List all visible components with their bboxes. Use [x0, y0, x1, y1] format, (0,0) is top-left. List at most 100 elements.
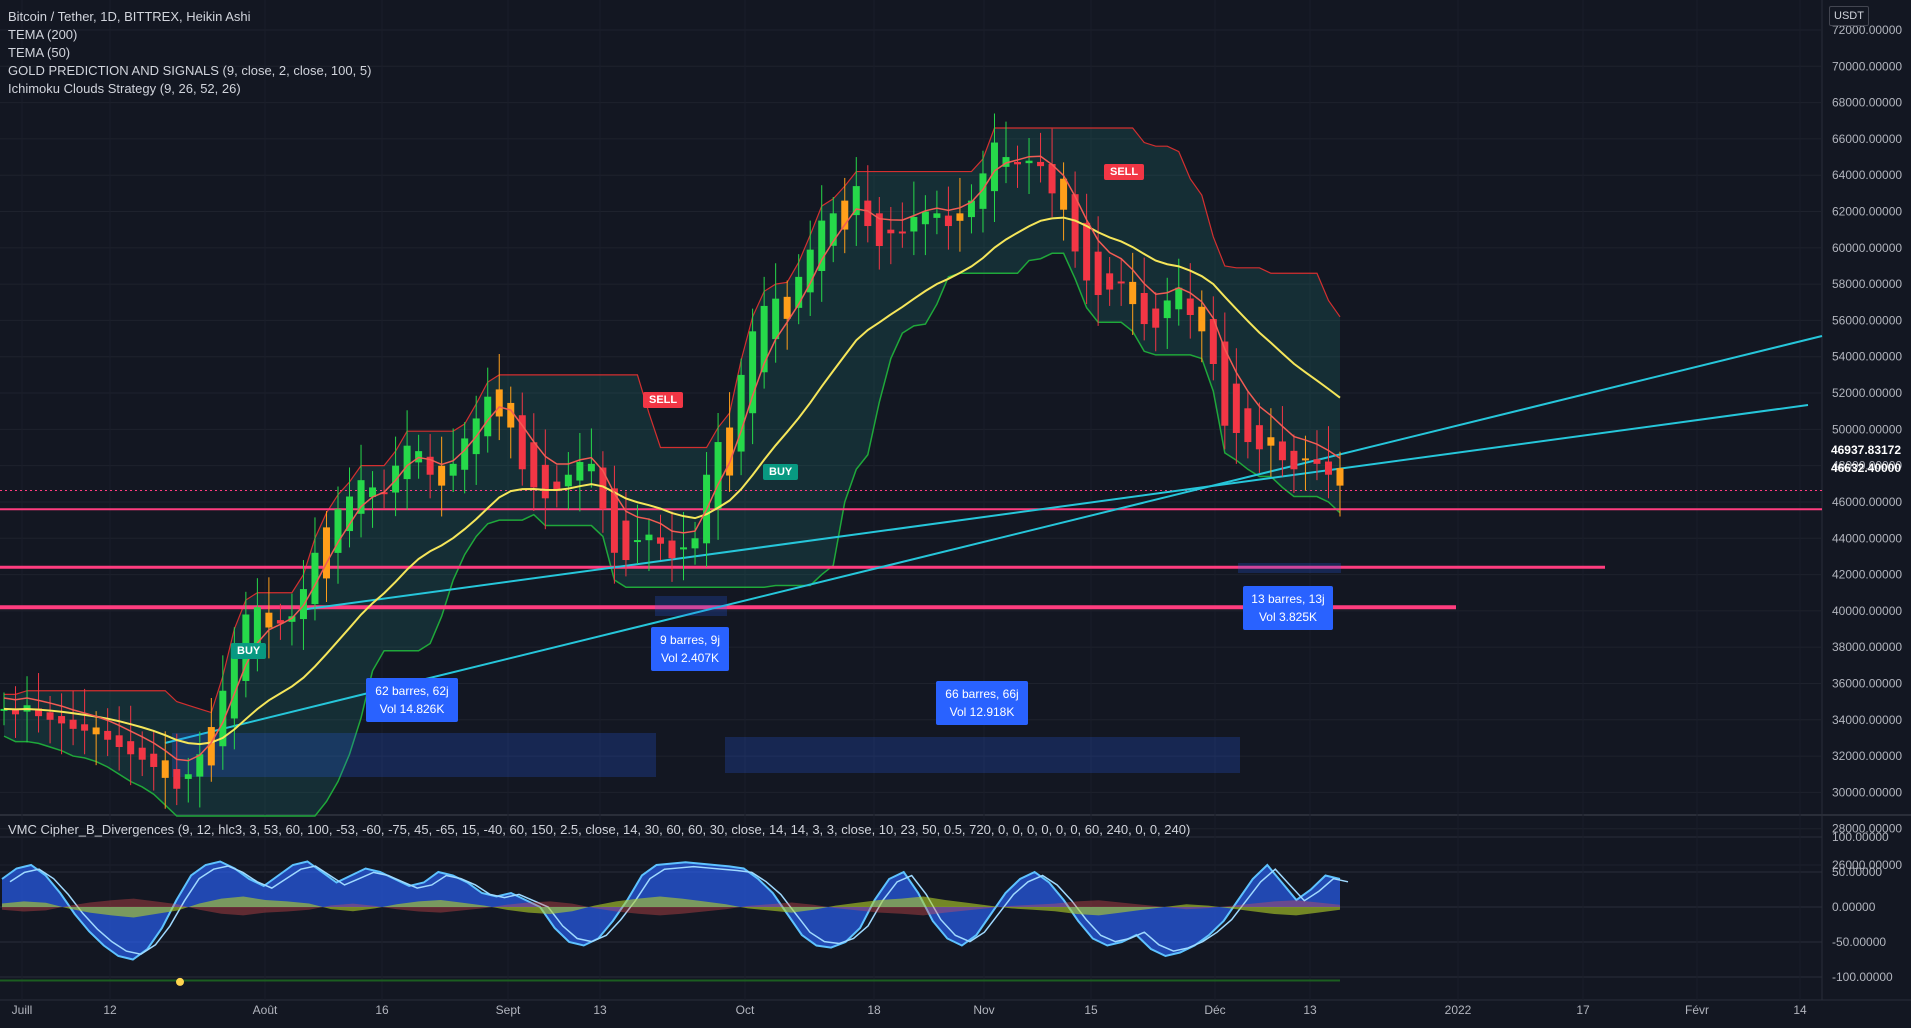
- time-axis-tick-label: Févr: [1685, 1003, 1709, 1017]
- trend-line: [164, 335, 1823, 744]
- money-flow-area: [2, 896, 1340, 918]
- candle-body: [1037, 161, 1045, 167]
- indicator-tema200[interactable]: TEMA (200): [8, 27, 78, 42]
- candle-body: [518, 415, 526, 470]
- candle-body: [346, 496, 354, 532]
- candle-body: [92, 727, 100, 735]
- candle-body: [1324, 461, 1332, 475]
- price-axis-tick-label: 48000.00000: [1832, 459, 1902, 473]
- price-axis-tick-label: 44000.00000: [1832, 531, 1902, 545]
- indicator-tema50[interactable]: TEMA (50): [8, 45, 71, 60]
- trend-line: [299, 404, 1809, 611]
- candle-body: [207, 727, 215, 766]
- candle-body: [1152, 308, 1160, 328]
- measure-box-bars: 9 barres, 9j: [659, 633, 721, 647]
- time-axis-tick-label: Août: [253, 1003, 278, 1017]
- candle-body: [1336, 468, 1344, 486]
- measure-box-62[interactable]: 62 barres, 62j Vol 14.826K: [366, 678, 458, 722]
- candle-body: [576, 462, 584, 481]
- candle-body: [184, 774, 192, 779]
- measure-box-vol: Vol 12.918K: [949, 705, 1015, 719]
- candle-body: [610, 488, 618, 553]
- candle-body: [138, 747, 146, 760]
- candle-body: [127, 741, 135, 755]
- candle-body: [714, 442, 722, 510]
- candle-body: [161, 760, 169, 778]
- price-axis-tick-label: 28000.00000: [1832, 822, 1902, 836]
- candle-body: [495, 389, 503, 417]
- osc-axis-tick-label: 100.00000: [1832, 830, 1889, 844]
- candle-body: [230, 643, 238, 719]
- indicator-gold-prediction[interactable]: GOLD PREDICTION AND SIGNALS (9, close, 2…: [8, 63, 372, 78]
- candle-body: [1221, 341, 1229, 426]
- candle-body: [1232, 383, 1240, 433]
- candle-body: [587, 463, 595, 472]
- candle-body: [852, 186, 860, 216]
- candle-body: [898, 231, 906, 234]
- price-axis-tick-label: 58000.00000: [1832, 277, 1902, 291]
- price-axis-tick-label: 30000.00000: [1832, 785, 1902, 799]
- candle-body: [1071, 194, 1079, 252]
- candle-body: [1002, 157, 1010, 167]
- chart-legend: Bitcoin / Tether, 1D, BITTREX, Heikin As…: [8, 8, 371, 98]
- candle-body: [1255, 425, 1263, 450]
- buy-signal-flag[interactable]: BUY: [763, 464, 799, 480]
- candle-body: [1198, 306, 1206, 332]
- time-axis-tick-label: 14: [1793, 1003, 1807, 1017]
- candle-body: [760, 305, 768, 373]
- measure-box-vol: Vol 2.407K: [660, 651, 720, 665]
- candle-body: [944, 215, 952, 227]
- measure-box-vol: Vol 3.825K: [1258, 610, 1318, 624]
- candle-body: [311, 552, 319, 605]
- tema-200-line: [3, 216, 1341, 746]
- candle-body: [253, 607, 261, 648]
- candle-body: [449, 463, 457, 476]
- candle-body: [1117, 281, 1125, 284]
- date-range: [172, 733, 656, 777]
- candle-body: [772, 298, 780, 340]
- money-flow-area-neg: [2, 898, 1340, 916]
- sell-signal-flag[interactable]: SELL: [643, 392, 684, 408]
- measure-box-9[interactable]: 9 barres, 9j Vol 2.407K: [651, 627, 729, 671]
- candle-body: [1025, 160, 1033, 164]
- candle-body: [426, 456, 434, 475]
- candle-body: [691, 538, 699, 549]
- price-axis-tick-label: 54000.00000: [1832, 350, 1902, 364]
- candle-body: [921, 211, 929, 225]
- wave-line-1: [1, 860, 1341, 961]
- candle-body: [783, 296, 791, 319]
- candle-body: [564, 474, 572, 487]
- candle-body: [1083, 222, 1091, 281]
- candle-body: [380, 492, 388, 495]
- candle-body: [322, 527, 330, 579]
- price-axis-tick-label: 32000.00000: [1832, 749, 1902, 763]
- ichimoku-span-a: [3, 252, 1341, 817]
- measure-box-66[interactable]: 66 barres, 66j Vol 12.918K: [936, 681, 1028, 725]
- time-axis-tick-label: Déc: [1204, 1003, 1225, 1017]
- price-axis-tick-label: 34000.00000: [1832, 713, 1902, 727]
- oscillator-legend[interactable]: VMC Cipher_B_Divergences (9, 12, hlc3, 3…: [8, 822, 1191, 837]
- candle-body: [196, 754, 204, 777]
- indicator-ichimoku[interactable]: Ichimoku Clouds Strategy (9, 26, 52, 26): [8, 81, 241, 96]
- sell-signal-flag[interactable]: SELL: [1104, 164, 1145, 180]
- candle-body: [967, 200, 975, 218]
- price-axis-tick-label: 64000.00000: [1832, 168, 1902, 182]
- symbol-title[interactable]: Bitcoin / Tether, 1D, BITTREX, Heikin As…: [8, 9, 251, 24]
- buy-signal-flag[interactable]: BUY: [231, 643, 267, 659]
- currency-unit-badge[interactable]: USDT: [1829, 6, 1869, 26]
- candle-body: [12, 708, 20, 715]
- candle-body: [887, 229, 895, 234]
- candle-body: [541, 464, 549, 499]
- price-axis-tick-label: 38000.00000: [1832, 640, 1902, 654]
- candle-body: [46, 712, 54, 720]
- time-axis-tick-label: 15: [1084, 1003, 1098, 1017]
- ichimoku-cloud: [4, 128, 1340, 816]
- candle-body: [875, 213, 883, 247]
- measure-box-13[interactable]: 13 barres, 13j Vol 3.825K: [1243, 586, 1333, 630]
- candle-body: [829, 213, 837, 246]
- candle-body: [795, 276, 803, 308]
- candle-body: [956, 213, 964, 221]
